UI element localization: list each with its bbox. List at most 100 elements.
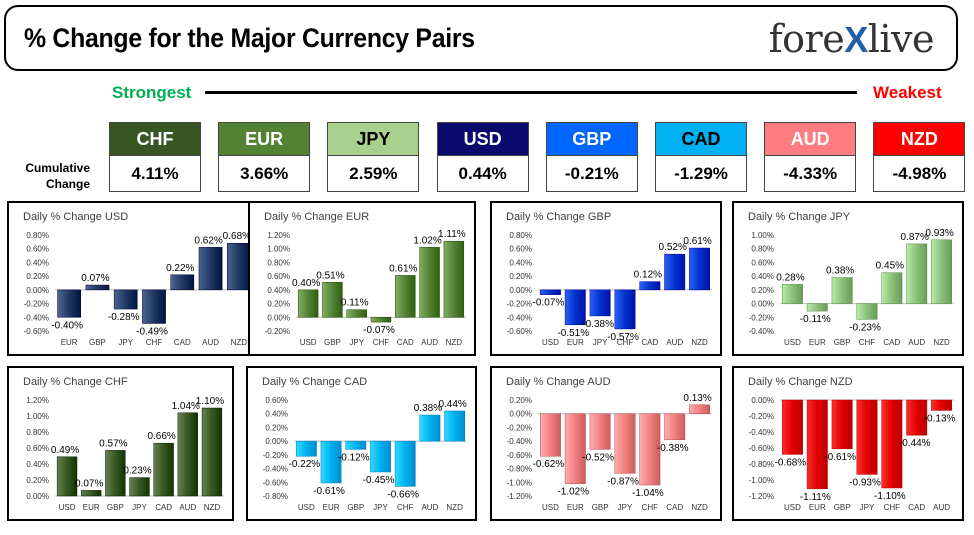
bar-aud: [664, 253, 686, 291]
bar-cad: [906, 399, 928, 436]
data-label: 0.52%: [659, 242, 687, 253]
x-category-label: NZD: [933, 338, 950, 347]
bar-gbp: [105, 450, 126, 497]
data-label: -0.22%: [289, 459, 321, 470]
y-tick-label: -0.20%: [263, 451, 288, 460]
bar-aud: [198, 247, 223, 291]
bar-cad: [395, 275, 416, 318]
x-category-label: GBP: [107, 503, 124, 512]
currency-box-chf: CHF 4.11%: [109, 122, 201, 192]
bar-chf: [614, 289, 636, 330]
x-category-label: NZD: [231, 338, 248, 347]
chart-title: Daily % Change CAD: [262, 376, 367, 388]
x-category-label: CHF: [397, 503, 414, 512]
bar-chf: [639, 413, 661, 486]
currency-box-nzd: NZD -4.98%: [873, 122, 966, 192]
data-label: 0.45%: [876, 261, 904, 272]
x-category-label: CAD: [641, 338, 658, 347]
forexlive-logo: foreXlive: [769, 17, 935, 61]
x-category-label: CHF: [859, 338, 876, 347]
cumulative-change-value: -1.29%: [655, 156, 747, 192]
data-label: -1.02%: [557, 487, 589, 498]
bar-gbp: [831, 399, 853, 450]
y-tick-label: 0.40%: [751, 272, 774, 281]
x-category-label: JPY: [349, 338, 364, 347]
data-label: -1.04%: [632, 488, 664, 499]
y-tick-label: 0.80%: [509, 231, 532, 240]
data-label: 0.49%: [51, 445, 79, 456]
data-label: -0.38%: [582, 319, 614, 330]
data-label: 0.66%: [147, 431, 175, 442]
y-tick-label: 0.00%: [267, 313, 290, 322]
currency-code: JPY: [327, 122, 420, 156]
data-label: -0.62%: [533, 459, 565, 470]
data-label: 1.11%: [438, 229, 466, 240]
y-tick-label: -0.60%: [507, 451, 532, 460]
chart-panel-usd: Daily % Change USD 0.80% 0.60% 0.40% 0.20% 0.…: [7, 201, 263, 356]
data-label: -0.07%: [533, 298, 565, 309]
chart-panel-jpy: Daily % Change JPY 1.00% 0.80% 0.60% 0.40% 0.…: [732, 201, 964, 356]
y-tick-label: 0.80%: [751, 245, 774, 254]
y-tick-label: 0.40%: [26, 258, 49, 267]
y-tick-label: 0.40%: [265, 410, 288, 419]
bar-nzd: [931, 239, 953, 304]
x-category-label: EUR: [809, 338, 826, 347]
bar-jpy: [370, 440, 391, 473]
header-banner: % Change for the Major Currency Pairs fo…: [4, 5, 958, 71]
data-label: 0.38%: [826, 266, 854, 277]
y-tick-label: -1.00%: [507, 478, 532, 487]
x-category-label: GBP: [834, 503, 851, 512]
data-label: -0.07%: [363, 325, 395, 336]
y-tick-label: -1.20%: [507, 492, 532, 501]
chart-title: Daily % Change AUD: [506, 376, 611, 388]
x-category-label: JPY: [593, 338, 608, 347]
bar-cad: [153, 442, 174, 497]
cumulative-change-value: 3.66%: [218, 156, 311, 192]
bar-eur: [564, 289, 586, 326]
chart-chf: Daily % Change CHF1.20%1.00%0.80%0.60%0.…: [23, 376, 224, 512]
y-tick-label: 0.00%: [26, 492, 49, 501]
y-tick-label: 0.20%: [26, 272, 49, 281]
chart-title: Daily % Change GBP: [506, 211, 611, 223]
currency-box-usd: USD 0.44%: [436, 122, 529, 192]
x-category-label: JPY: [373, 503, 388, 512]
x-category-label: GBP: [592, 503, 609, 512]
x-category-label: GBP: [89, 338, 106, 347]
y-tick-label: 0.00%: [265, 437, 288, 446]
data-label: -0.57%: [607, 332, 639, 343]
data-label: 0.61%: [389, 263, 417, 274]
x-category-label: CAD: [908, 503, 925, 512]
data-label: 0.40%: [292, 278, 320, 289]
logo-x-mark: X: [844, 19, 868, 60]
data-label: -0.52%: [582, 452, 614, 463]
chart-panel-gbp: Daily % Change GBP 0.80% 0.60% 0.40% 0.20% 0.…: [490, 201, 722, 356]
x-category-label: GBP: [324, 338, 341, 347]
currency-code: GBP: [545, 122, 638, 156]
x-category-label: NZD: [691, 503, 708, 512]
strongest-label: Strongest: [112, 83, 192, 102]
bar-aud: [419, 247, 440, 318]
data-label: -0.38%: [657, 443, 689, 454]
data-label: 0.62%: [194, 235, 222, 246]
data-label: -0.11%: [800, 314, 831, 325]
chart-usd: Daily % Change USD 0.80% 0.60% 0.40% 0.20% 0.…: [23, 211, 253, 347]
bar-usd: [781, 284, 803, 304]
x-category-label: USD: [542, 503, 559, 512]
cumulative-label-line1: Cumulative: [25, 161, 90, 175]
y-tick-label: 0.60%: [26, 245, 49, 254]
x-category-label: USD: [542, 338, 559, 347]
x-category-label: AUD: [933, 503, 950, 512]
y-tick-label: -0.60%: [263, 478, 288, 487]
bar-jpy: [113, 289, 138, 310]
x-category-label: USD: [59, 503, 76, 512]
data-label: -0.28%: [108, 312, 140, 323]
cumulative-change-value: -4.98%: [873, 156, 966, 192]
y-tick-label: -0.20%: [24, 300, 49, 309]
data-label: -0.61%: [824, 452, 856, 463]
bar-jpy: [614, 413, 636, 474]
bar-chf: [142, 289, 166, 324]
y-tick-label: -1.20%: [749, 492, 774, 501]
bar-cad: [639, 281, 661, 291]
x-category-label: JPY: [618, 503, 633, 512]
y-tick-label: -0.80%: [507, 465, 532, 474]
